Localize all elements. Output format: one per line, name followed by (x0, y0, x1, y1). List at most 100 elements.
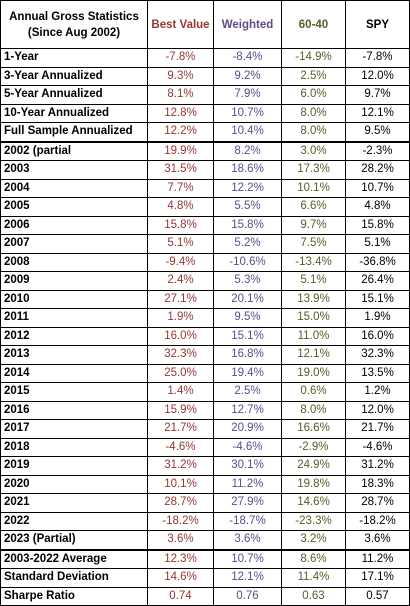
cell-spy: 4.8% (345, 197, 410, 217)
row-label: 2014 (0, 363, 148, 383)
row-label: 2015 (0, 382, 148, 402)
table-row: 2003-2022 Average 12.3% 10.7% 8.6% 11.2% (0, 548, 410, 569)
table-row: 2002 (partial 19.9% 8.2% 3.0% -2.3% (0, 140, 410, 161)
cell-spy: 11.2% (345, 548, 410, 569)
table-row: 2017 21.7% 20.9% 16.6% 21.7% (0, 419, 410, 439)
cell-spy: 3.6% (345, 530, 410, 550)
table-row: 2010 27.1% 20.1% 13.9% 15.1% (0, 289, 410, 309)
cell-60-40: 14.6% (281, 493, 346, 513)
cell-60-40: 9.7% (281, 215, 346, 235)
cell-weighted: 27.9% (213, 493, 282, 513)
cell-60-40: -23.3% (281, 511, 346, 531)
cell-best-value: 4.8% (147, 197, 214, 217)
cell-weighted: 16.8% (213, 345, 282, 365)
cell-spy: -7.8% (345, 48, 410, 68)
cell-60-40: 15.0% (281, 308, 346, 328)
cell-best-value: 14.6% (147, 568, 214, 588)
cell-spy: 18.3% (345, 474, 410, 494)
row-label: 2008 (0, 252, 148, 272)
row-label: 2010 (0, 289, 148, 309)
cell-spy: 17.1% (345, 568, 410, 588)
cell-best-value: 12.2% (147, 122, 214, 142)
cell-best-value: 27.1% (147, 289, 214, 309)
row-label: 2016 (0, 400, 148, 420)
cell-weighted: 7.9% (213, 85, 282, 105)
cell-weighted: -10.6% (213, 252, 282, 272)
row-label: 1-Year (0, 48, 148, 68)
table-row: 2023 (Partial) 3.6% 3.6% 3.2% 3.6% (0, 530, 410, 550)
cell-spy: 0.57 (345, 586, 410, 606)
cell-best-value: 9.3% (147, 66, 214, 86)
cell-60-40: 6.0% (281, 85, 346, 105)
cell-60-40: -13.4% (281, 252, 346, 272)
cell-spy: 12.0% (345, 66, 410, 86)
cell-spy: 1.2% (345, 382, 410, 402)
cell-60-40: 8.0% (281, 400, 346, 420)
cell-best-value: 31.2% (147, 456, 214, 476)
cell-spy: 28.2% (345, 160, 410, 180)
cell-best-value: 32.3% (147, 345, 214, 365)
cell-best-value: 15.8% (147, 215, 214, 235)
cell-spy: 12.0% (345, 400, 410, 420)
cell-best-value: 16.0% (147, 326, 214, 346)
cell-weighted: -4.6% (213, 437, 282, 457)
cell-weighted: 15.8% (213, 215, 282, 235)
cell-weighted: 12.7% (213, 400, 282, 420)
cell-weighted: 10.4% (213, 122, 282, 142)
row-label: Standard Deviation (0, 568, 148, 588)
cell-weighted: 0.76 (213, 586, 282, 606)
cell-weighted: 15.1% (213, 326, 282, 346)
cell-weighted: 19.4% (213, 363, 282, 383)
row-label: 2013 (0, 345, 148, 365)
table-row: 2004 7.7% 12.2% 10.1% 10.7% (0, 178, 410, 198)
cell-60-40: 8.0% (281, 122, 346, 142)
row-label: Full Sample Annualized (0, 122, 148, 142)
cell-best-value: 1.9% (147, 308, 214, 328)
cell-60-40: 5.1% (281, 271, 346, 291)
column-header-weighted: Weighted (213, 0, 282, 49)
cell-best-value: 10.1% (147, 474, 214, 494)
table-row: 2018 -4.6% -4.6% -2.9% -4.6% (0, 437, 410, 457)
cell-weighted: 18.6% (213, 160, 282, 180)
cell-spy: 13.5% (345, 363, 410, 383)
cell-best-value: -18.2% (147, 511, 214, 531)
table-row: Sharpe Ratio 0.74 0.76 0.63 0.57 (0, 586, 410, 606)
cell-spy: -18.2% (345, 511, 410, 531)
cell-60-40: 0.6% (281, 382, 346, 402)
cell-60-40: -2.9% (281, 437, 346, 457)
cell-60-40: 13.9% (281, 289, 346, 309)
cell-weighted: 11.2% (213, 474, 282, 494)
cell-spy: -4.6% (345, 437, 410, 457)
table-row: Standard Deviation 14.6% 12.1% 11.4% 17.1% (0, 568, 410, 588)
cell-spy: 32.3% (345, 345, 410, 365)
row-label: 2017 (0, 419, 148, 439)
table-row: 2020 10.1% 11.2% 19.8% 18.3% (0, 474, 410, 494)
cell-weighted: 5.5% (213, 197, 282, 217)
cell-weighted: 9.5% (213, 308, 282, 328)
cell-60-40: 6.6% (281, 197, 346, 217)
row-label: 2005 (0, 197, 148, 217)
row-label: 2012 (0, 326, 148, 346)
column-header-60-40: 60-40 (281, 0, 346, 49)
cell-best-value: 25.0% (147, 363, 214, 383)
cell-weighted: 3.6% (213, 530, 282, 550)
cell-weighted: 20.9% (213, 419, 282, 439)
cell-60-40: 16.6% (281, 419, 346, 439)
cell-best-value: 3.6% (147, 530, 214, 550)
cell-best-value: 2.4% (147, 271, 214, 291)
cell-spy: 15.8% (345, 215, 410, 235)
row-label: 2018 (0, 437, 148, 457)
column-header-best-value: Best Value (147, 0, 214, 49)
table-row: 2003 31.5% 18.6% 17.3% 28.2% (0, 160, 410, 180)
cell-weighted: -18.7% (213, 511, 282, 531)
row-label: 5-Year Annualized (0, 85, 148, 105)
table-body: 1-Year -7.8% -8.4% -14.9% -7.8% 3-Year Annual… (0, 48, 410, 606)
cell-spy: 9.5% (345, 122, 410, 142)
cell-60-40: 19.0% (281, 363, 346, 383)
cell-best-value: 1.4% (147, 382, 214, 402)
cell-spy: 16.0% (345, 326, 410, 346)
row-label: 2009 (0, 271, 148, 291)
cell-60-40: 7.5% (281, 234, 346, 254)
cell-best-value: 5.1% (147, 234, 214, 254)
